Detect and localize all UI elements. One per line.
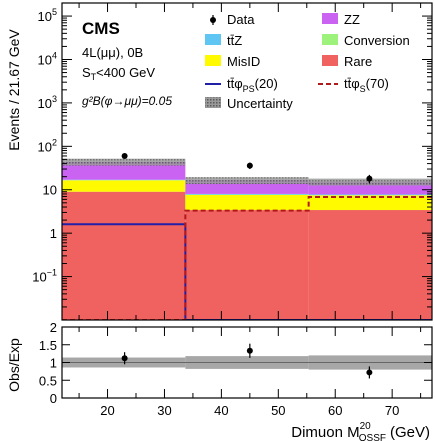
lower-y-axis-label: Obs/Exp <box>6 338 22 392</box>
ratio-point-3 <box>366 369 373 376</box>
legend-label-zz: ZZ <box>344 12 360 27</box>
x-tick-label-4: 50 <box>271 403 285 418</box>
bar-rare-bin-1 <box>62 191 186 320</box>
legend-item-rare: Rare <box>322 54 372 69</box>
upper-frame <box>61 2 433 321</box>
data-point-2 <box>246 162 253 169</box>
legend-swatch <box>205 55 221 66</box>
legend-item-sig1: tt̄φPS(20) <box>205 76 278 94</box>
y-tick-label-2: 1 <box>50 226 57 241</box>
bar-misid-bin-1 <box>62 180 186 192</box>
x-tick-label-3: 40 <box>214 403 228 418</box>
legend-label-sig2: tt̄φS(70) <box>344 76 389 94</box>
x-axis-label: Dimuon M20 OSSF (GeV) <box>291 421 430 442</box>
legend-label-sig1: tt̄φPS(20) <box>227 76 278 94</box>
info-line-3: g²B(φ→μμ)=0.05 <box>82 94 172 108</box>
y-tick-label-7: 105 <box>38 7 57 24</box>
bar-ttz-bin-2 <box>185 193 309 195</box>
legend-label-conv: Conversion <box>344 33 410 48</box>
bar-rare-bin-2 <box>185 210 309 320</box>
y-tick-label-3: 10 <box>43 183 57 198</box>
data-point-3 <box>366 175 373 182</box>
legend-item-zz: ZZ <box>322 12 360 27</box>
y-tick-label-1: 10−1 <box>32 268 57 285</box>
x-tick-label-2: 30 <box>157 403 171 418</box>
legend-uncertainty-swatch <box>205 97 221 108</box>
legend-label-data: Data <box>227 12 255 27</box>
uncertainty-band-bin-3 <box>308 178 432 186</box>
ratio-y-tick-label-3: 1 <box>50 356 57 371</box>
axes-frames: 10−1 1 10 102 103 104 105 0 0.5 1 1.5 2 20 30 40 50 60 70 <box>32 2 433 418</box>
bar-zz-bin-1 <box>62 161 186 180</box>
ratio-y-tick-label-1: 0 <box>50 391 57 406</box>
info-line-2: ST<400 GeV <box>82 65 155 82</box>
x-tick-label-6: 70 <box>385 403 399 418</box>
ratio-y-tick-label-4: 1.5 <box>39 338 57 353</box>
legend-label-rare: Rare <box>344 54 372 69</box>
legend-item-misid: MisID <box>205 54 260 69</box>
uncertainty-band-bin-1 <box>62 158 186 166</box>
bar-misid-bin-2 <box>185 194 309 211</box>
legend-swatch <box>322 34 338 45</box>
y-tick-label-5: 103 <box>38 94 57 111</box>
cms-label: CMS <box>82 19 120 38</box>
legend-swatch <box>322 13 338 24</box>
legend-label-ttz: tt̄Z <box>227 33 242 48</box>
ratio-point-1 <box>121 355 128 362</box>
legend-label-misid: MisID <box>227 54 260 69</box>
uncertainty-band-bin-2 <box>185 177 309 185</box>
y-tick-label-6: 104 <box>38 50 57 67</box>
y-tick-label-4: 102 <box>38 137 57 154</box>
data-point-1 <box>121 152 128 159</box>
legend: Data ZZ tt̄Z Conversion MisID Rare tt̄φPS(20) t… <box>205 12 410 111</box>
legend-item-data: Data <box>210 12 255 27</box>
x-tick-label-1: 20 <box>100 403 114 418</box>
legend-data-dot <box>210 17 216 23</box>
ratio-panel <box>62 343 432 379</box>
signal-line-1 <box>62 223 432 320</box>
legend-item-conv: Conversion <box>322 33 410 48</box>
legend-swatch <box>205 34 221 45</box>
bar-misid-bin-3 <box>308 195 432 211</box>
bar-ttz-bin-3 <box>308 194 432 196</box>
labels: CMS 4L(μμ), 0B ST<400 GeV g²B(φ→μμ)=0.05… <box>6 19 430 442</box>
legend-item-sig2: tt̄φS(70) <box>318 76 389 94</box>
ratio-point-2 <box>246 347 253 354</box>
x-tick-label-5: 60 <box>328 403 342 418</box>
upper-y-axis-label: Events / 21.67 GeV <box>6 29 22 151</box>
legend-item-unc: Uncertainty <box>205 96 293 111</box>
legend-swatch <box>322 55 338 66</box>
info-line-1: 4L(μμ), 0B <box>82 45 143 60</box>
ratio-y-tick-label-2: 0.5 <box>39 373 57 388</box>
legend-label-unc: Uncertainty <box>227 96 293 111</box>
upper-panel <box>62 152 432 320</box>
ratio-y-tick-label-5: 2 <box>50 320 57 335</box>
bar-rare-bin-3 <box>308 210 432 320</box>
legend-item-ttz: tt̄Z <box>205 33 242 48</box>
